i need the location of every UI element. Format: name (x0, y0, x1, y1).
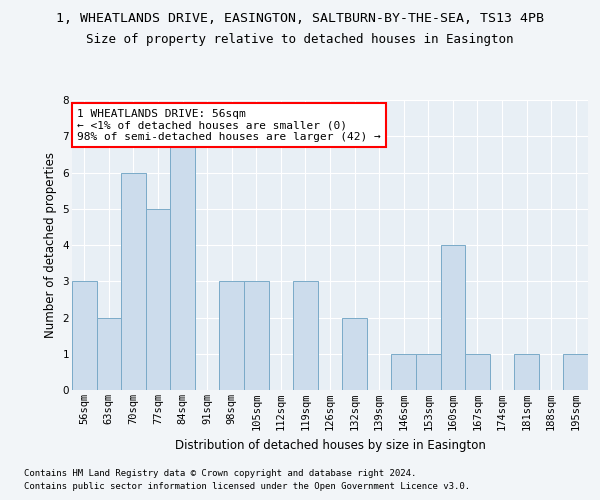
Bar (170, 136, 195, 390)
Text: 1 WHEATLANDS DRIVE: 56sqm
← <1% of detached houses are smaller (0)
98% of semi-d: 1 WHEATLANDS DRIVE: 56sqm ← <1% of detac… (77, 108, 381, 142)
Bar (97, 318, 121, 390)
Bar (244, 281, 269, 390)
Bar (416, 354, 440, 390)
Bar (220, 281, 244, 390)
Bar (440, 245, 465, 390)
Bar (514, 354, 539, 390)
Bar (121, 172, 146, 390)
Bar (391, 354, 416, 390)
Bar (72, 281, 97, 390)
Bar (342, 318, 367, 390)
Text: Contains HM Land Registry data © Crown copyright and database right 2024.: Contains HM Land Registry data © Crown c… (24, 468, 416, 477)
Bar (146, 209, 170, 390)
Text: Contains public sector information licensed under the Open Government Licence v3: Contains public sector information licen… (24, 482, 470, 491)
Bar (293, 281, 318, 390)
Bar (465, 354, 490, 390)
X-axis label: Distribution of detached houses by size in Easington: Distribution of detached houses by size … (175, 438, 485, 452)
Bar (563, 354, 588, 390)
Text: 1, WHEATLANDS DRIVE, EASINGTON, SALTBURN-BY-THE-SEA, TS13 4PB: 1, WHEATLANDS DRIVE, EASINGTON, SALTBURN… (56, 12, 544, 26)
Text: Size of property relative to detached houses in Easington: Size of property relative to detached ho… (86, 32, 514, 46)
Y-axis label: Number of detached properties: Number of detached properties (44, 152, 57, 338)
